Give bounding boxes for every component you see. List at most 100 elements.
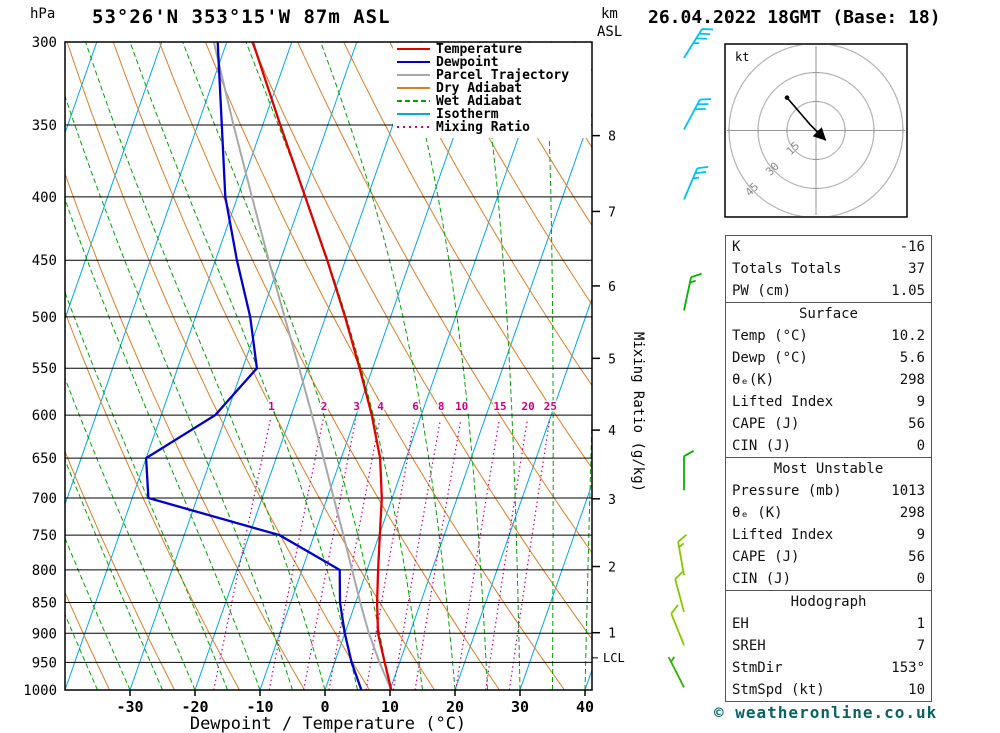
svg-text:4: 4 [608,424,616,439]
svg-text:-20: -20 [181,698,208,716]
parcel-trajectory-curve [212,42,393,690]
svg-text:1: 1 [608,627,616,642]
stat-label: PW (cm) [732,283,792,299]
svg-text:600: 600 [32,408,57,424]
isotherm-lines [65,42,592,690]
stat-label: Pressure (mb) [732,483,842,499]
stat-label: CIN (J) [732,438,792,454]
hodograph-unit-label: kt [735,50,749,64]
stat-row: EH 1 [726,613,931,635]
stat-row: SREH 7 [726,635,931,657]
stats-section-header: Most Unstable [773,461,884,477]
pressure-tick-labels: 300 350 400 450 500 550 600 650 700 750 800 850 900 9… [23,35,57,699]
stat-value: -16 [899,239,925,255]
stat-value: 0 [916,438,925,454]
stat-row: Lifted Index 9 [726,524,931,546]
svg-text:1000: 1000 [23,683,57,699]
stat-value: 56 [908,549,925,565]
stat-label: Dewp (°C) [732,350,808,366]
legend-label: Temperature [436,42,522,57]
legend-label: Mixing Ratio [436,120,530,135]
svg-text:400: 400 [32,190,57,206]
hodograph-trace [786,97,827,141]
svg-text:10: 10 [381,698,399,716]
legend-label: Wet Adiabat [436,94,522,109]
svg-text:700: 700 [32,491,57,507]
temp-tick-labels: -30 -20 -10 0 10 20 30 40 [116,690,594,716]
indices-table: K -16 Totals Totals 37 PW (cm) 1.05 Surface Tem… [725,235,932,702]
svg-text:950: 950 [32,655,57,671]
stat-label: CAPE (J) [732,549,800,565]
stat-row: θₑ (K) 298 [726,502,931,524]
legend-label: Dewpoint [436,55,499,70]
pressure-gridlines [65,41,592,691]
svg-text:30: 30 [511,698,529,716]
stat-row: θₑ(K) 298 [726,369,931,391]
svg-text:650: 650 [32,451,57,467]
mixing-ratio-axis-label: Mixing Ratio (g/kg) [630,332,646,492]
sounding-curves [144,42,393,690]
stats-section: K -16 Totals Totals 37 PW (cm) 1.05 [726,236,931,302]
stat-label: CIN (J) [732,571,792,587]
stat-value: 9 [916,527,925,543]
wind-barb [683,28,714,59]
wind-barb [667,656,685,688]
xaxis-title: Dewpoint / Temperature (°C) [190,714,466,733]
station-title: 53°26'N 353°15'W 87m ASL [92,6,391,28]
stat-row: CIN (J) 0 [726,568,931,590]
stats-section-header: Hodograph [790,594,867,610]
stat-label: EH [732,616,749,632]
stat-row: StmSpd (kt) 10 [726,679,931,701]
wind-barb [683,165,709,200]
stat-row: Temp (°C) 10.2 [726,325,931,347]
legend-label: Isotherm [436,107,499,122]
svg-text:450: 450 [32,253,57,269]
stat-value: 10.2 [891,328,925,344]
svg-text:1: 1 [268,400,275,413]
stat-value: 0 [916,571,925,587]
stats-section: Most Unstable Pressure (mb) 1013 θₑ (K) 298 L… [726,457,931,590]
copyright: © weatheronline.co.uk [714,703,938,722]
stat-row: CAPE (J) 56 [726,413,931,435]
svg-text:850: 850 [32,596,57,612]
wet-adiabat-lines [65,42,592,690]
svg-text:25: 25 [544,400,557,413]
stat-row: Pressure (mb) 1013 [726,480,931,502]
stat-value: 5.6 [899,350,925,366]
stat-label: K [732,239,741,255]
stat-row: K -16 [726,236,931,258]
stat-value: 298 [899,505,925,521]
svg-text:20: 20 [446,698,464,716]
stat-label: Totals Totals [732,261,842,277]
stat-value: 37 [908,261,925,277]
stat-row: CIN (J) 0 [726,435,931,457]
stat-label: CAPE (J) [732,416,800,432]
svg-text:5: 5 [608,352,616,367]
stat-row: Lifted Index 9 [726,391,931,413]
stat-label: SREH [732,638,766,654]
svg-text:-30: -30 [116,698,143,716]
svg-text:20: 20 [521,400,534,413]
stats-section-header: Surface [798,306,858,322]
wind-barb [683,98,711,130]
wind-barb [674,570,685,613]
svg-text:8: 8 [608,130,616,145]
stat-row: Dewp (°C) 5.6 [726,347,931,369]
wind-barb [683,450,694,491]
legend-label: Dry Adiabat [436,81,522,96]
stat-value: 56 [908,416,925,432]
pressure-unit-label: hPa [30,6,55,22]
svg-text:750: 750 [32,528,57,544]
svg-text:40: 40 [576,698,594,716]
stat-label: θₑ (K) [732,505,783,521]
svg-text:3: 3 [608,493,616,508]
stat-label: StmDir [732,660,783,676]
lcl-label: LCL [603,651,625,665]
svg-text:3: 3 [353,400,360,413]
temperature-curve [251,42,393,690]
stat-value: 9 [916,394,925,410]
